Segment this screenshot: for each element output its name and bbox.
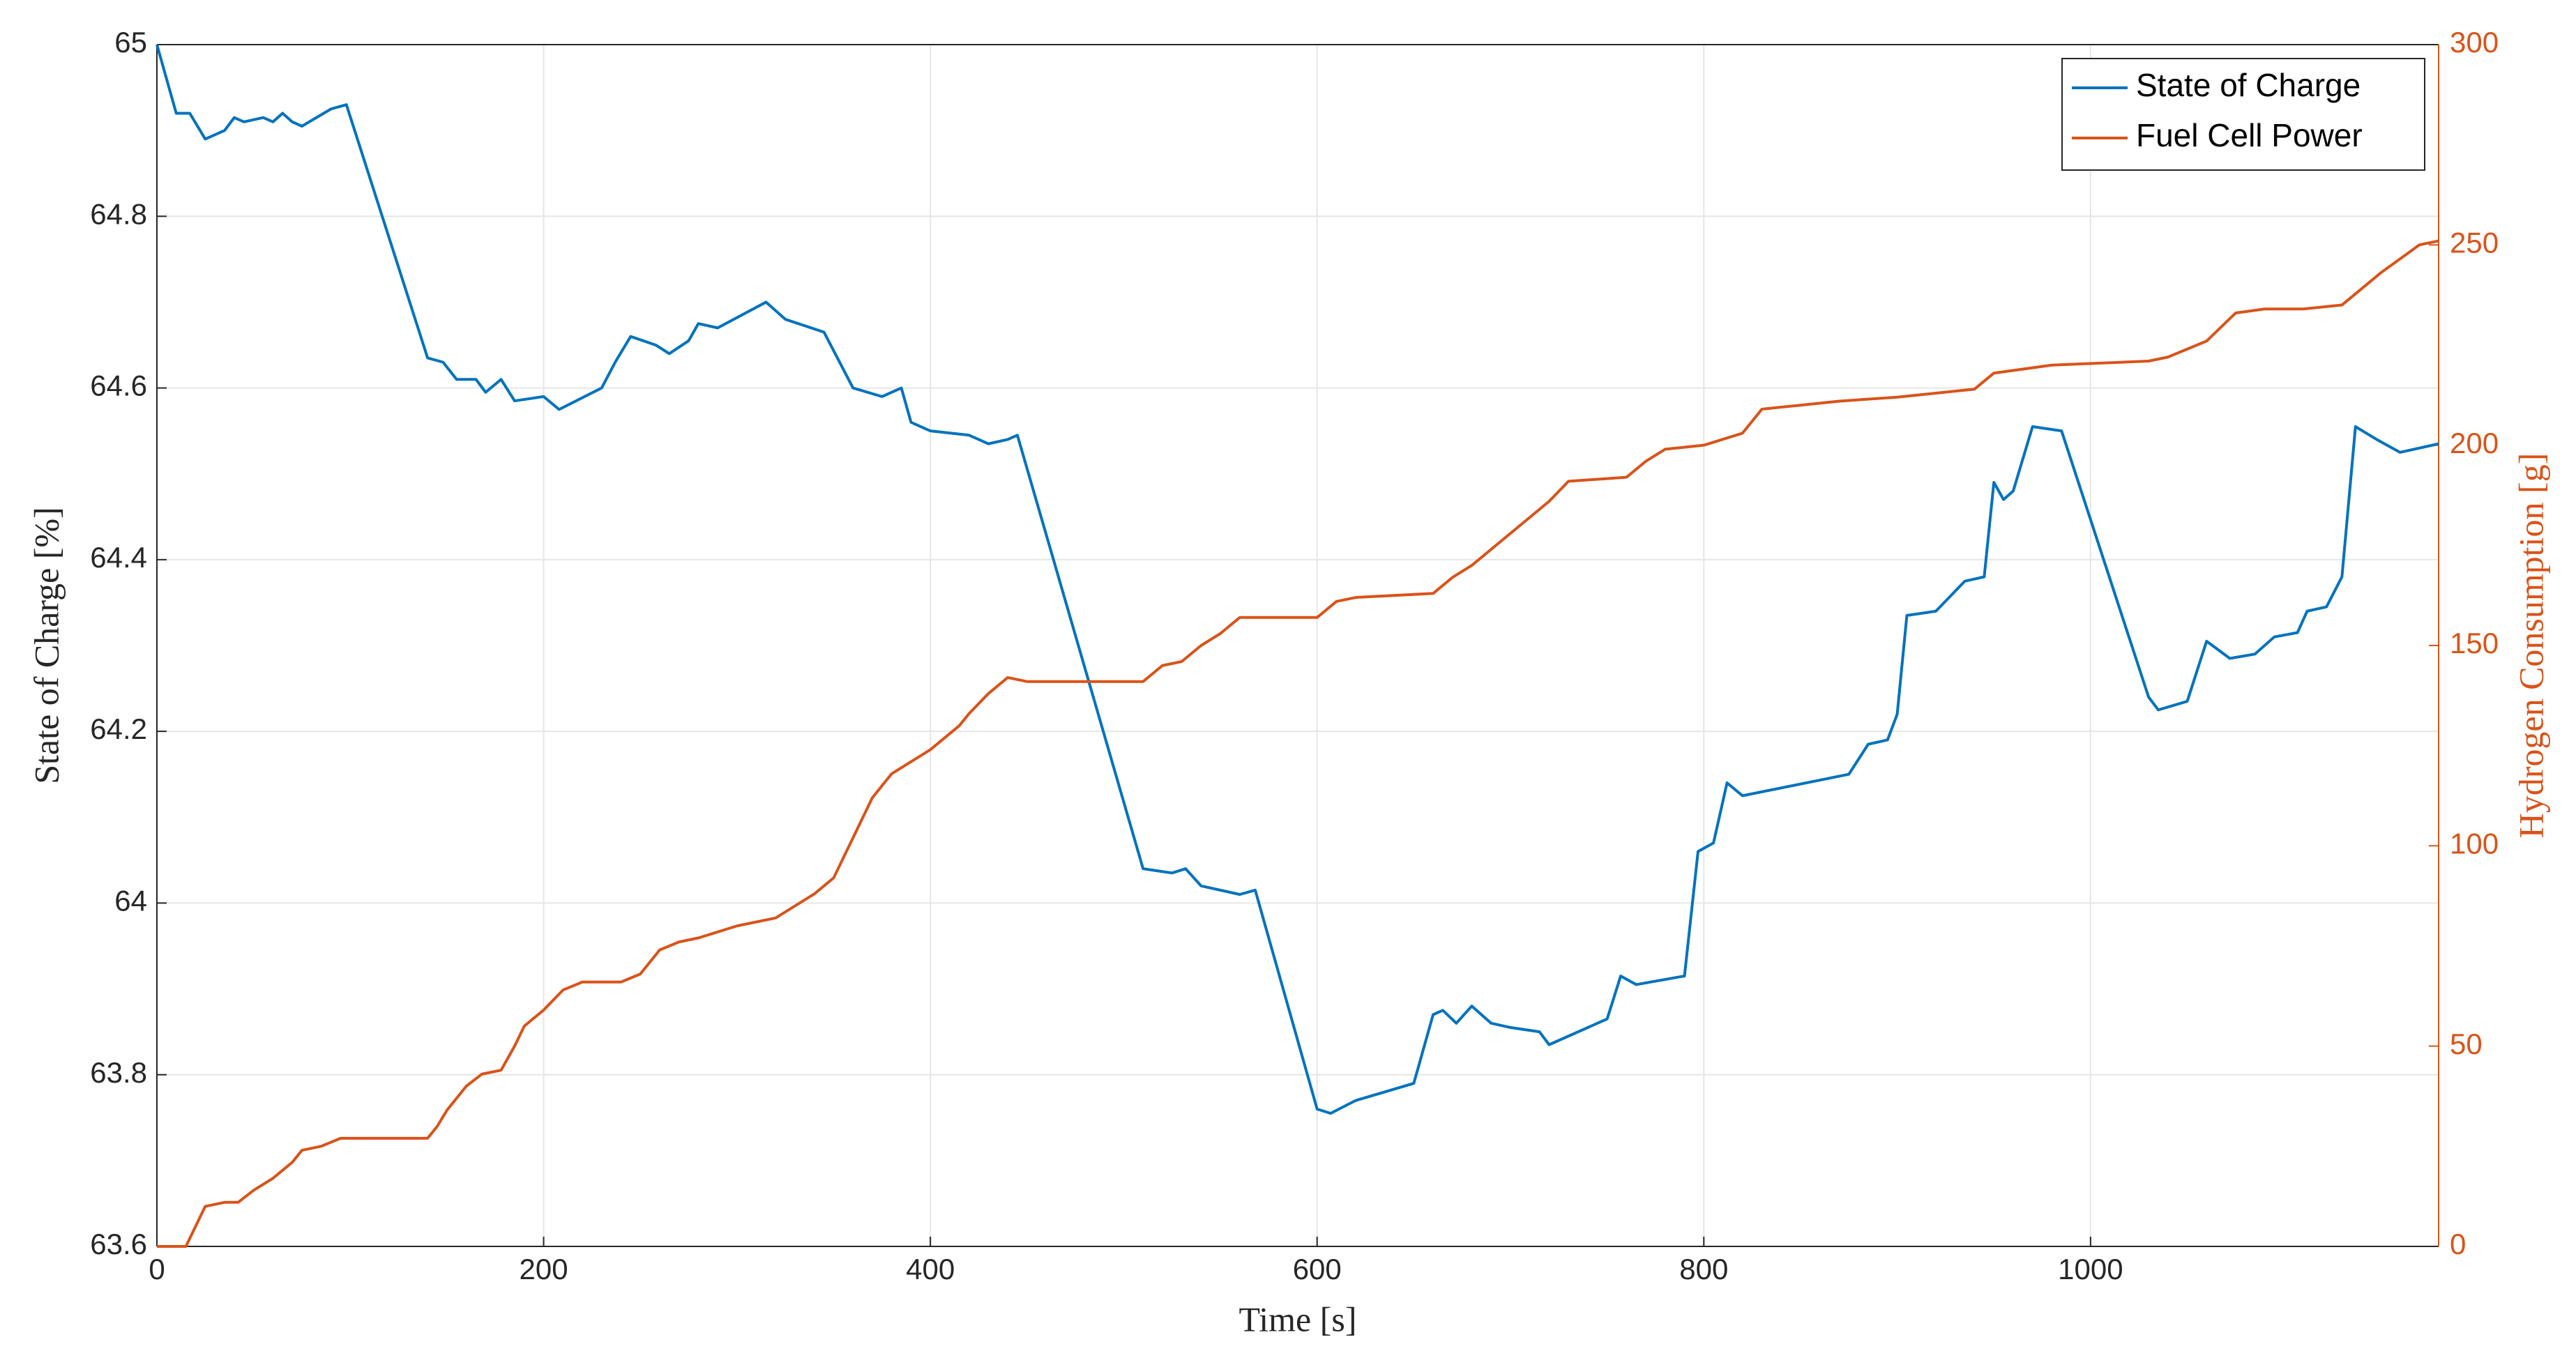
x-tick-label: 0 <box>149 1253 165 1285</box>
x-tick-label: 1000 <box>2058 1253 2123 1285</box>
x-tick-label: 200 <box>520 1253 568 1285</box>
legend-label: State of Charge <box>2136 67 2361 103</box>
y-tick-label: 63.8 <box>90 1056 147 1089</box>
y2-tick-label: 0 <box>2450 1228 2466 1260</box>
y2-tick-label: 300 <box>2450 26 2499 59</box>
x-tick-label: 600 <box>1293 1253 1342 1285</box>
series-line <box>157 239 2439 1248</box>
y-tick-label: 64.6 <box>90 369 147 402</box>
x-tick-label: 800 <box>1679 1253 1728 1285</box>
y-tick-label: 64 <box>114 885 147 917</box>
legend-box <box>2061 58 2425 171</box>
y2-tick-label: 200 <box>2450 427 2499 459</box>
y-tick-label: 64.8 <box>90 197 147 230</box>
y2-tick-label: 150 <box>2450 627 2499 659</box>
x-tick-label: 400 <box>906 1253 955 1285</box>
y2-tick-label: 50 <box>2450 1028 2483 1060</box>
y2-tick-label: 100 <box>2450 827 2499 860</box>
series-line <box>156 44 2439 1115</box>
y-tick-label: 64.4 <box>90 541 147 574</box>
y-tick-label: 65 <box>114 26 147 59</box>
y-tick-label: 63.6 <box>90 1228 147 1260</box>
legend-label: Fuel Cell Power <box>2136 117 2363 153</box>
y2-axis-label: Hydrogen Consumption [g] <box>2511 453 2550 839</box>
y-tick-label: 64.2 <box>90 712 147 745</box>
y-axis-label: State of Charge [%] <box>26 507 66 784</box>
y2-tick-label: 250 <box>2450 226 2499 259</box>
x-axis-label: Time [s] <box>1238 1299 1356 1338</box>
